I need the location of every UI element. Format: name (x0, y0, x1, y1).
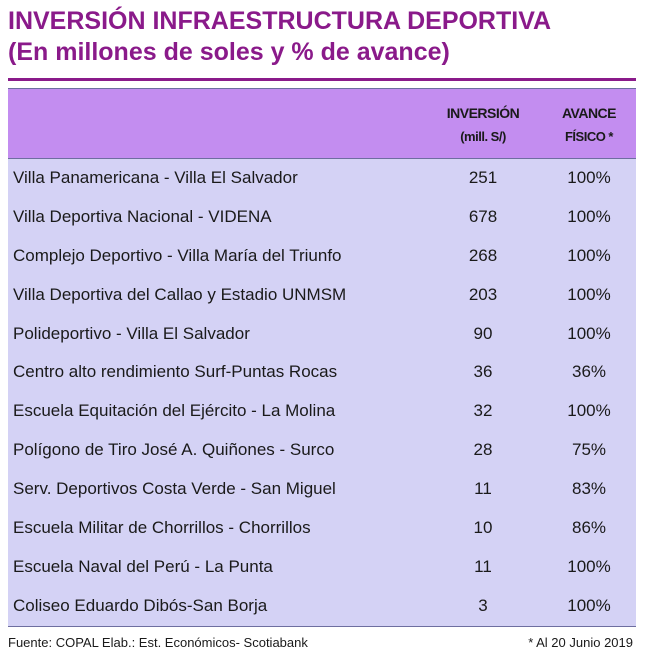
header-inversion-unit: (mill. S/) (460, 129, 506, 144)
project-name: Villa Deportiva Nacional - VIDENA (13, 206, 272, 226)
table-row: Escuela Militar de Chorrillos - Chorrill… (8, 509, 636, 548)
investment-value: 203 (468, 284, 498, 304)
page-title: INVERSIÓN INFRAESTRUCTURA DEPORTIVA (En … (8, 6, 638, 68)
table-row: Polígono de Tiro José A. Quiñones - Surc… (8, 431, 636, 470)
investment-value: 11 (474, 479, 492, 499)
investment-value: 32 (473, 401, 493, 421)
title-line-2: (En millones de soles y % de avance) (8, 38, 450, 66)
project-name: Coliseo Eduardo Dibós-San Borja (13, 595, 268, 615)
project-name: Polideportivo - Villa El Salvador (13, 323, 250, 343)
source-note: Fuente: COPAL Elab.: Est. Económicos- Sc… (8, 635, 308, 650)
progress-value: 100% (567, 556, 611, 576)
progress-value: 100% (567, 206, 611, 226)
investment-table: INVERSIÓN (mill. S/) AVANCE FÍSICO * Vil… (8, 88, 636, 627)
project-name: Escuela Naval del Perú - La Punta (13, 556, 273, 576)
table-row: Villa Deportiva Nacional - VIDENA 678 10… (8, 198, 636, 237)
progress-value: 75% (571, 440, 607, 460)
investment-value: 251 (468, 168, 498, 187)
title-line-1: INVERSIÓN INFRAESTRUCTURA DEPORTIVA (8, 7, 552, 35)
progress-value: 100% (567, 401, 611, 421)
table-row: Escuela Equitación del Ejército - La Mol… (8, 392, 636, 431)
project-name: Complejo Deportivo - Villa María del Tri… (13, 245, 342, 265)
investment-value: 678 (468, 206, 498, 226)
table-row: Villa Deportiva del Callao y Estadio UNM… (8, 276, 636, 315)
investment-value: 268 (468, 245, 498, 265)
project-name: Polígono de Tiro José A. Quiñones - Surc… (13, 440, 335, 460)
progress-value: 100% (567, 284, 611, 304)
progress-value: 36% (571, 362, 607, 382)
project-name: Villa Deportiva del Callao y Estadio UNM… (13, 284, 347, 304)
table-row: Coliseo Eduardo Dibós-San Borja 3 100% (8, 587, 636, 626)
progress-value: 100% (567, 168, 611, 187)
project-name: Escuela Equitación del Ejército - La Mol… (13, 401, 336, 421)
investment-value: 3 (478, 595, 488, 615)
progress-value: 83% (571, 479, 607, 499)
header-avance-label: AVANCE (561, 105, 617, 121)
table-row: Centro alto rendimiento Surf-Puntas Roca… (8, 353, 636, 392)
title-divider (8, 78, 636, 81)
progress-value: 100% (567, 245, 611, 265)
table-row: Serv. Deportivos Costa Verde - San Migue… (8, 470, 636, 509)
table-body: Villa Panamericana - Villa El Salvador 2… (8, 159, 636, 626)
investment-value: 36 (473, 362, 493, 382)
investment-value: 11 (474, 556, 492, 576)
project-name: Centro alto rendimiento Surf-Puntas Roca… (13, 362, 338, 382)
investment-value: 90 (473, 323, 493, 343)
table-row: Complejo Deportivo - Villa María del Tri… (8, 237, 636, 276)
progress-value: 86% (571, 518, 607, 538)
project-name: Villa Panamericana - Villa El Salvador (13, 168, 298, 187)
table-row: Polideportivo - Villa El Salvador 90 100… (8, 315, 636, 354)
header-inversion: INVERSIÓN (mill. S/) (428, 101, 538, 149)
table-row: Escuela Naval del Perú - La Punta 11 100… (8, 548, 636, 587)
progress-value: 100% (567, 323, 611, 343)
header-avance-sub: FÍSICO * (564, 129, 614, 144)
table-header: INVERSIÓN (mill. S/) AVANCE FÍSICO * (8, 89, 636, 159)
header-inversion-label: INVERSIÓN (446, 105, 520, 121)
progress-value: 100% (567, 595, 611, 615)
project-name: Escuela Militar de Chorrillos - Chorrill… (13, 518, 311, 538)
header-avance: AVANCE FÍSICO * (542, 101, 636, 149)
investment-value: 10 (473, 518, 493, 538)
project-name: Serv. Deportivos Costa Verde - San Migue… (13, 479, 336, 499)
date-note: * Al 20 Junio 2019 (528, 635, 633, 650)
table-row: Villa Panamericana - Villa El Salvador 2… (8, 159, 636, 198)
investment-value: 28 (473, 440, 493, 460)
